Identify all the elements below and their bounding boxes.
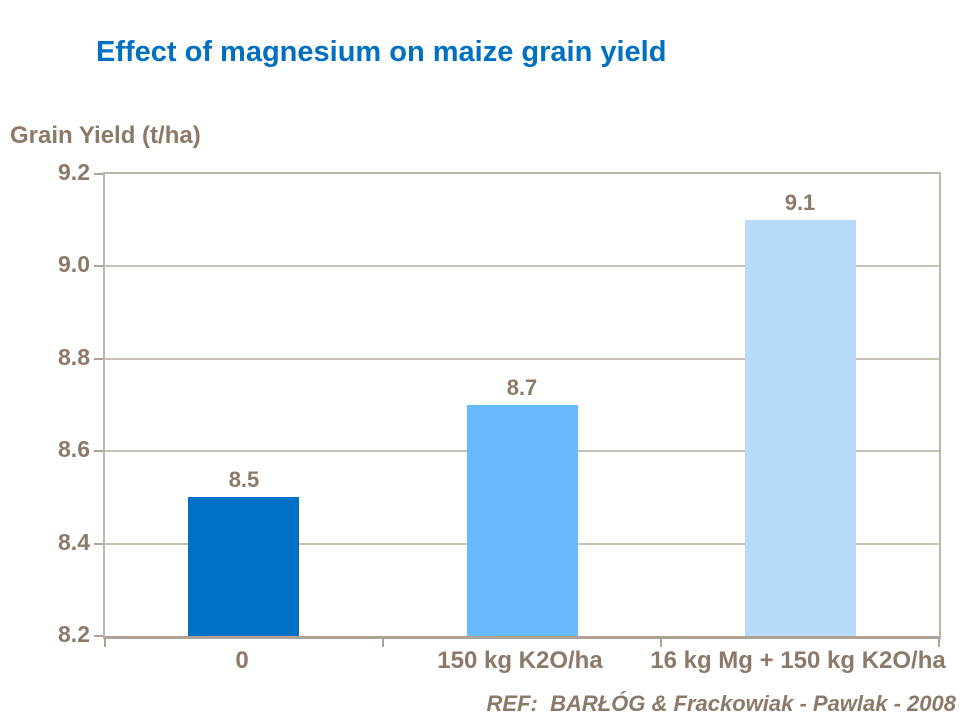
bar	[744, 220, 856, 636]
y-axis-tick-labels: 9.2 9.0 8.8 8.6 8.4 8.2	[0, 160, 90, 646]
y-tick-mark	[94, 635, 103, 637]
y-tick-label: 9.2	[58, 159, 90, 185]
bar-value-label: 8.5	[228, 467, 260, 493]
y-tick-mark	[94, 173, 103, 175]
x-category-label: 0	[235, 647, 249, 674]
y-tick-label: 8.8	[58, 343, 90, 370]
chart-title: Effect of magnesium on maize grain yield	[96, 36, 667, 68]
bar-value-label: 8.7	[506, 375, 538, 400]
y-tick-label: 9.0	[58, 251, 90, 278]
x-tick-mark	[938, 639, 940, 647]
x-tick-mark	[659, 639, 662, 647]
x-tick-mark	[104, 639, 106, 647]
x-category-label: 150 kg K2O/ha	[437, 647, 603, 674]
y-tick-mark	[94, 542, 103, 545]
bar	[188, 497, 300, 636]
x-category-label: 16 kg Mg + 150 kg K2O/ha	[650, 647, 946, 674]
x-tick-mark	[381, 639, 384, 647]
y-tick-label: 8.6	[58, 436, 90, 463]
y-tick-mark	[94, 450, 103, 453]
x-axis-labels: 0 150 kg K2O/ha 16 kg Mg + 150 kg K2O/ha	[103, 647, 945, 708]
y-tick-mark	[94, 265, 103, 268]
gridline	[105, 357, 939, 360]
y-tick-label: 8.2	[58, 621, 90, 647]
bar	[466, 405, 578, 636]
plot-area: 8.5 8.7 9.1	[94, 172, 941, 647]
gridline	[105, 265, 939, 268]
y-axis-title: Grain Yield (t/ha)	[10, 122, 201, 149]
y-tick-label: 8.4	[58, 528, 90, 555]
bar-value-label: 9.1	[784, 190, 816, 216]
reference-text: REF: BARŁÓG & Frackowiak - Pawlak - 2008	[486, 691, 956, 716]
y-tick-mark	[94, 357, 103, 360]
